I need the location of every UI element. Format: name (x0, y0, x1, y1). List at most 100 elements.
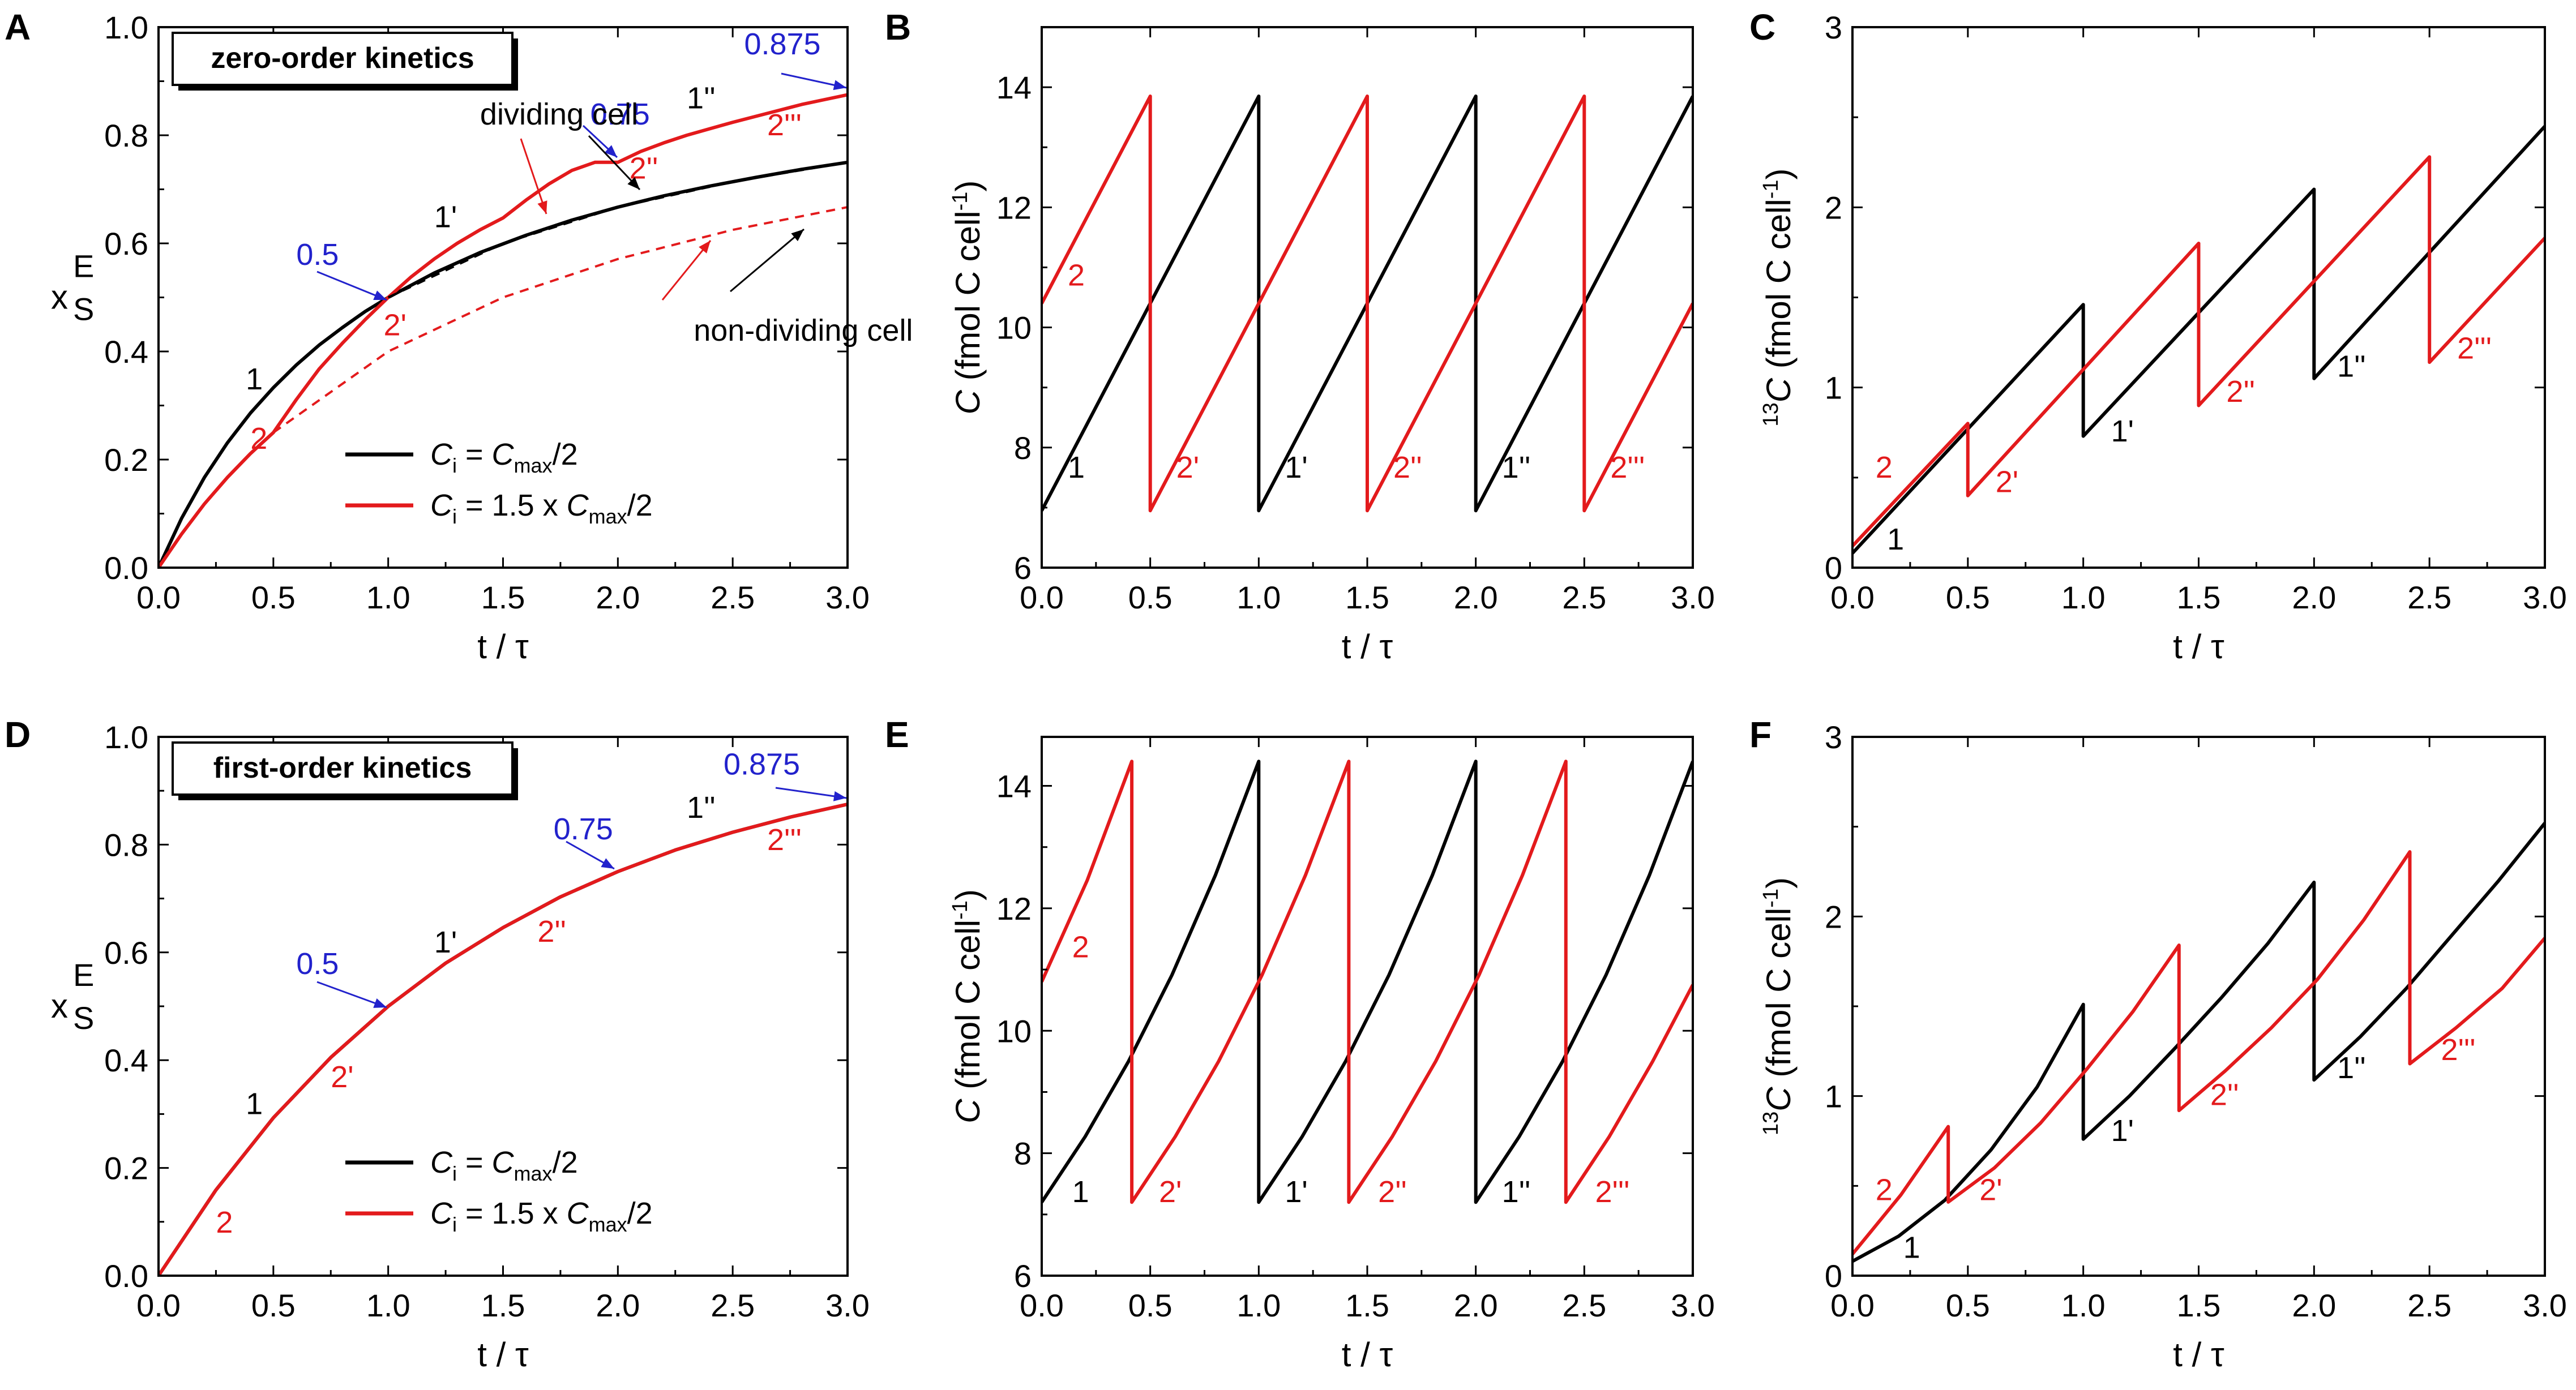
x-tick-label: 0.0 (1020, 1288, 1064, 1323)
x-tick-label: 1.5 (1345, 580, 1389, 615)
curve-label: 2' (1176, 451, 1199, 484)
x-tick-label: 1.0 (2061, 1288, 2106, 1323)
legend-entry: Ci = Cmax/2 (430, 437, 578, 477)
x-tick-label: 0.0 (1830, 1288, 1875, 1323)
y-tick-label: 14 (996, 70, 1032, 105)
arrow-nondiv-red-A (661, 240, 712, 301)
curve-label: 2'' (1378, 1175, 1407, 1209)
annotation-text: dividing cell (480, 97, 638, 131)
series-line-0 (1852, 822, 2545, 1263)
curve-label: 2' (331, 1060, 353, 1094)
x-tick-label: 3.0 (1671, 1288, 1715, 1323)
x-tick-label: 0.5 (251, 580, 296, 615)
curve-label: 1'' (2337, 350, 2366, 384)
x-tick-label: 3.0 (825, 580, 870, 615)
title-box (172, 32, 514, 86)
y-tick-label: 12 (996, 190, 1032, 225)
curve-label: 2''' (1595, 1175, 1630, 1209)
x-tick-label: 0.0 (136, 1288, 181, 1323)
plot-frame (157, 736, 849, 1277)
panel-title: zero-order kinetics (211, 42, 474, 75)
panel-title: first-order kinetics (213, 752, 472, 784)
x-tick-label: 0.5 (251, 1288, 296, 1323)
y-axis-label: C (fmol C cell-1) (948, 889, 987, 1123)
curve-label: 2'' (537, 915, 566, 949)
x-tick-label: 1.5 (2177, 1288, 2221, 1323)
x-tick-label: 3.0 (1671, 580, 1715, 615)
series-line-1 (1042, 95, 1693, 513)
x-axis-label: t / τ (2173, 1336, 2224, 1374)
series-line-3 (272, 206, 848, 434)
curve-label: 1' (1285, 1175, 1307, 1209)
curve-label: 1 (1072, 1175, 1089, 1209)
panel-letter: B (885, 7, 911, 48)
curve-label: 1'' (687, 81, 716, 115)
curve-label: 2' (1979, 1173, 2002, 1207)
annotation-text: 0.75 (554, 812, 613, 846)
x-tick-label: 2.0 (1454, 580, 1498, 615)
y-tick-label: 0 (1825, 550, 1842, 586)
arrow-0.875-D-head (833, 791, 846, 801)
curve-label: 2' (384, 308, 406, 342)
legend-entry: Ci = 1.5 x Cmax/2 (430, 488, 653, 528)
y-tick-label: 1.0 (104, 719, 148, 755)
arrow-0.5-A (316, 271, 387, 301)
x-tick-label: 2.5 (2407, 580, 2451, 615)
curve-label: 1'' (687, 791, 716, 825)
arrow-dividing-red-A (520, 138, 547, 214)
curve-label: 1 (1903, 1230, 1920, 1264)
y-tick-label: 1 (1825, 1079, 1842, 1114)
series-line-1 (1852, 155, 2545, 547)
y-tick-label: 0.0 (104, 1258, 148, 1294)
y-tick-label: 8 (1014, 430, 1032, 466)
series-line-1 (1042, 760, 1693, 1204)
x-axis-label: t / τ (477, 1336, 529, 1374)
curve-label: 1' (2111, 414, 2134, 448)
x-tick-label: 1.0 (2061, 580, 2106, 615)
y-axis-label-sub: S (73, 1000, 94, 1036)
panel-D: D 0.0 0.5 1.0 1.5 2.0 2.5 3.0 0.0 0.2 0.4 0.6 0.8 1.0… (5, 714, 870, 1374)
x-tick-label: 2.5 (2407, 1288, 2451, 1323)
arrow-nondiv-black-A-head (791, 229, 804, 242)
y-tick-label: 0.2 (104, 442, 148, 478)
annotation-text: 0.75 (590, 97, 650, 131)
x-tick-label: 3.0 (2523, 1288, 2567, 1323)
curve-label: 1 (246, 1087, 263, 1121)
x-tick-label: 1.0 (366, 580, 410, 615)
y-tick-label: 12 (996, 891, 1032, 926)
x-tick-label: 0.5 (1946, 1288, 1990, 1323)
x-tick-label: 0.0 (1020, 580, 1064, 615)
x-tick-label: 2.0 (596, 1288, 640, 1323)
panel-letter: E (885, 714, 909, 755)
x-tick-label: 1.5 (2177, 580, 2221, 615)
arrow-0.5-D-head (373, 998, 387, 1008)
y-tick-label: 0.8 (104, 827, 148, 863)
curve-label: 2 (1876, 1173, 1893, 1207)
y-axis-label: C (fmol C cell-1) (948, 181, 987, 415)
series-line-1 (1852, 850, 2545, 1255)
y-axis-label: 13C (fmol C cell-1) (1759, 168, 1798, 426)
annotation-text: non-dividing cell (694, 314, 913, 348)
arrow-0.875-A-head (833, 80, 846, 91)
arrow-0.75-D-head (601, 858, 614, 869)
y-axis-label: 13C (fmol C cell-1) (1759, 877, 1798, 1135)
curve-label: 2 (250, 422, 267, 456)
y-tick-label: 0.4 (104, 334, 148, 370)
curve-label: 2''' (767, 108, 802, 142)
curve-label: 2'' (1393, 451, 1422, 484)
y-tick-label: 0.0 (104, 550, 148, 586)
arrow-0.75-A-head (604, 145, 617, 157)
y-axis-label: x (51, 278, 68, 316)
y-tick-label: 8 (1014, 1136, 1032, 1172)
x-tick-label: 2.0 (1454, 1288, 1498, 1323)
curve-label: 2' (1159, 1175, 1182, 1209)
panel-letter: A (5, 7, 31, 48)
x-tick-label: 3.0 (825, 1288, 870, 1323)
x-tick-label: 0.5 (1128, 580, 1173, 615)
curve-label: 2'' (2226, 375, 2255, 409)
panel-C: C 0.0 0.5 1.0 1.5 2.0 2.5 3.0 0 1 2 3 t / τ 13C (fmol… (1749, 7, 2567, 666)
y-tick-label: 1 (1825, 370, 1842, 406)
x-axis-label: t / τ (1342, 628, 1393, 666)
